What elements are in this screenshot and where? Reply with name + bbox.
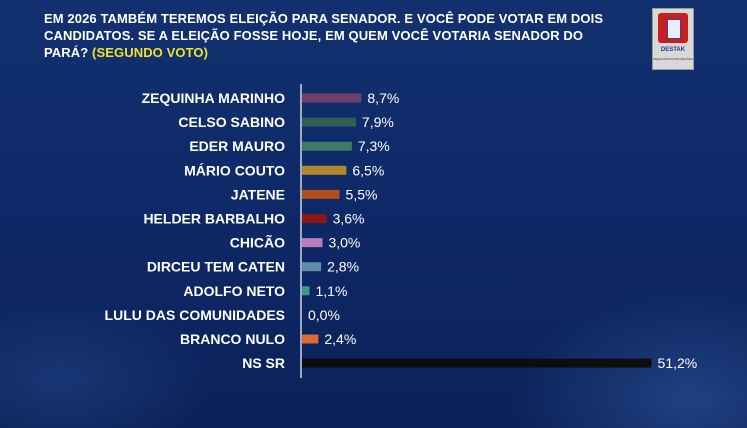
data-label: 51,2% <box>658 355 698 371</box>
category-label: EDER MAURO <box>189 138 285 154</box>
data-label: 2,4% <box>324 331 356 347</box>
data-label: 3,0% <box>328 235 360 251</box>
category-label: JATENE <box>231 186 285 202</box>
poll-question: EM 2026 TAMBÉM TEREMOS ELEIÇÃO PARA SENA… <box>44 10 624 61</box>
bar <box>302 358 652 368</box>
logo-tagline: PESQUISAS E PROJEÇÕES <box>653 57 693 61</box>
data-label: 0,0% <box>308 307 340 323</box>
category-label: BRANCO NULO <box>180 331 285 347</box>
category-label: HELDER BARBALHO <box>143 211 285 227</box>
logo-mark-icon <box>658 13 688 43</box>
bar <box>302 238 323 248</box>
category-label: NS SR <box>242 355 285 371</box>
data-label: 1,1% <box>316 283 348 299</box>
category-label: CHICÃO <box>230 234 285 251</box>
bar <box>302 189 340 199</box>
data-label: 3,6% <box>333 211 365 227</box>
data-label: 7,3% <box>358 138 390 154</box>
data-label: 7,9% <box>362 114 394 130</box>
data-label: 5,5% <box>346 186 378 202</box>
logo-brand: DESTAK <box>660 47 686 53</box>
category-label: CELSO SABINO <box>178 114 285 130</box>
bar <box>302 141 352 151</box>
destak-logo: DESTAK PESQUISAS E PROJEÇÕES <box>652 8 694 70</box>
data-label: 2,8% <box>327 259 359 275</box>
category-label: MÁRIO COUTO <box>184 162 285 178</box>
bar <box>302 93 362 103</box>
category-label: ADOLFO NETO <box>183 283 285 299</box>
data-label: 6,5% <box>352 162 384 178</box>
category-label: ZEQUINHA MARINHO <box>142 90 285 106</box>
bar <box>302 117 356 127</box>
bar <box>302 214 327 223</box>
category-label: DIRCEU TEM CATEN <box>147 259 285 275</box>
bar <box>302 286 310 296</box>
bar <box>302 334 319 344</box>
question-text: EM 2026 TAMBÉM TEREMOS ELEIÇÃO PARA SENA… <box>44 11 604 60</box>
bar <box>302 165 347 175</box>
second-vote-highlight: (SEGUNDO VOTO) <box>92 45 209 60</box>
data-label: 8,7% <box>367 90 399 106</box>
bar <box>302 262 322 272</box>
category-label: LULU DAS COMUNIDADES <box>105 307 285 323</box>
